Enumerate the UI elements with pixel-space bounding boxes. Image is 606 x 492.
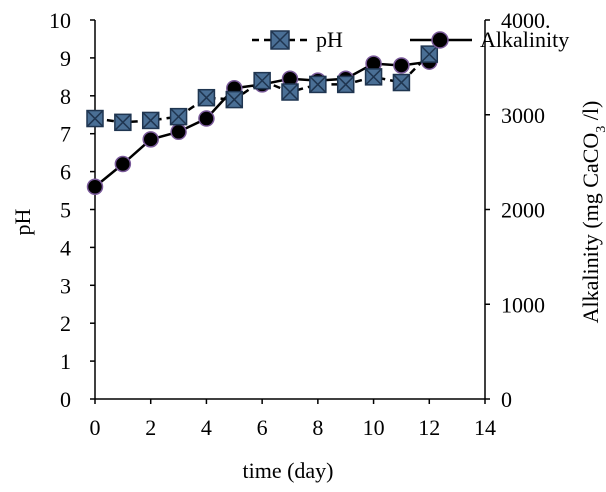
legend-alkalinity-marker [431, 31, 449, 49]
alkalinity-point [142, 131, 159, 148]
y2-axis-label-subscript: 3 [594, 126, 606, 133]
y-tick-label: 9 [60, 46, 71, 71]
ph-point [141, 111, 160, 130]
ph-point [420, 45, 439, 63]
y2-tick-label: 0 [501, 387, 512, 412]
y-axis-label: pH [10, 208, 35, 235]
y-tick-label: 1 [60, 349, 71, 374]
x-tick-label: 0 [90, 415, 101, 440]
y-tick-label: 10 [49, 8, 71, 33]
ph-point [253, 71, 271, 90]
y-tick-label: 7 [60, 122, 71, 147]
ph-point [197, 88, 216, 107]
ph-point [169, 107, 188, 126]
y2-tick-label: 1000 [501, 292, 545, 317]
x-axis-label: time (day) [242, 458, 333, 483]
y-tick-label: 5 [60, 198, 71, 223]
series-layer [86, 45, 439, 196]
ph-point-cross [197, 89, 215, 107]
x-tick-label: 12 [418, 415, 440, 440]
x-tick-label: 2 [145, 415, 156, 440]
legend: pH Alkalinity [252, 27, 569, 52]
y2-axis-label: Alkalinity (mg CaCO3 /l) [578, 101, 606, 324]
ph-point-cross [420, 45, 438, 63]
x-tick-label: 6 [257, 415, 268, 440]
alkalinity-point [198, 110, 215, 127]
ph-point-cross [365, 68, 383, 86]
x-tick-label: 14 [474, 415, 496, 440]
ph-point-cross [86, 110, 104, 128]
y2-tick-label: 4000. [501, 8, 551, 33]
x-tick-label: 4 [201, 415, 212, 440]
x-tick-label: 8 [312, 415, 323, 440]
legend-alkalinity-label: Alkalinity [480, 27, 569, 52]
ticks: 0 2 4 6 8 10 12 1401234567891001000200030004000… [49, 8, 551, 440]
y-tick-label: 2 [60, 311, 71, 336]
ph-point-cross [114, 113, 132, 131]
alkalinity-point [170, 123, 187, 141]
y-tick-label: 0 [60, 387, 71, 412]
ph-point [309, 75, 327, 94]
alkalinity-point [86, 178, 104, 196]
y2-axis-label-tail: /l) [578, 101, 603, 126]
ph-point [336, 75, 355, 94]
alkalinity-point [114, 155, 132, 173]
ph-point-cross [309, 75, 327, 93]
ph-point [392, 73, 411, 92]
y-tick-label: 6 [60, 160, 71, 185]
legend-ph-label: pH [316, 27, 343, 52]
ph-point-cross [253, 72, 271, 90]
y2-axis-label-main: Alkalinity (mg CaCO [578, 133, 603, 324]
y-tick-label: 3 [60, 273, 71, 298]
ph-point [281, 83, 299, 101]
ph-point-cross [142, 111, 160, 129]
ph-point-cross [225, 91, 243, 109]
ph-point [86, 109, 104, 128]
ph-point-cross [337, 75, 355, 93]
ph-point-cross [281, 83, 299, 101]
ph-point-cross [392, 74, 410, 92]
legend-ph-marker [270, 30, 290, 50]
y2-tick-label: 3000 [501, 103, 545, 128]
ph-point [364, 68, 383, 86]
ph-point-cross [170, 108, 188, 126]
ph-point [225, 90, 244, 109]
y-tick-label: 8 [60, 84, 71, 109]
ph-point [114, 113, 132, 132]
alkalinity-point [393, 57, 410, 74]
y-tick-label: 4 [60, 235, 71, 260]
x-tick-label: 10 [363, 415, 385, 440]
y2-tick-label: 2000 [501, 198, 545, 223]
